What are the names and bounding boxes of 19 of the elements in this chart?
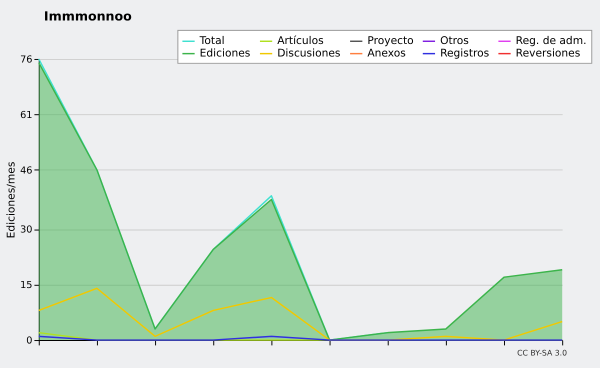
- y-tick-label: 15: [20, 280, 32, 291]
- legend-label: Proyecto: [367, 34, 414, 48]
- y-axis-title: Ediciones/mes: [4, 161, 18, 238]
- text: CC BY-SA 3.0: [517, 348, 568, 358]
- y-tick-label: 46: [20, 165, 32, 176]
- legend-label: Anexos: [367, 46, 406, 60]
- y-tick-label: 0: [26, 335, 32, 346]
- legend-label: Artículos: [277, 34, 324, 48]
- legend-label: Ediciones: [200, 46, 251, 60]
- legend-label: Total: [198, 34, 225, 48]
- legend-label: Otros: [440, 34, 470, 48]
- legend-label: Discusiones: [277, 46, 341, 60]
- y-tick-label: 76: [20, 54, 32, 66]
- y-tick-label: 61: [20, 110, 32, 121]
- legend-label: Reversiones: [516, 46, 581, 60]
- y-tick-label: 30: [20, 224, 32, 236]
- legend-label: Registros: [440, 46, 490, 60]
- legend-label: Reg. de adm.: [516, 34, 586, 48]
- chart-title: Immmonnoo: [44, 8, 132, 24]
